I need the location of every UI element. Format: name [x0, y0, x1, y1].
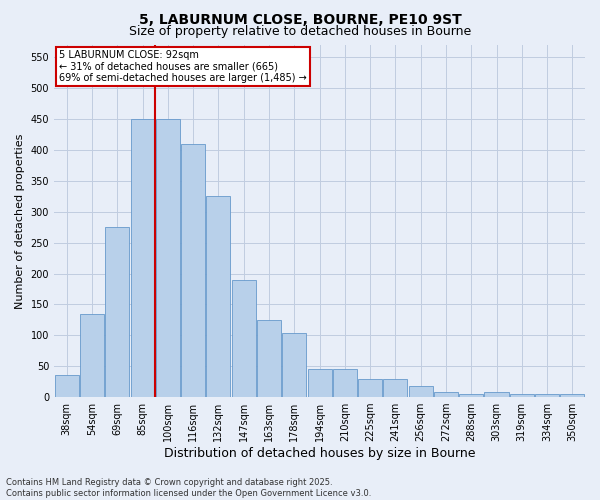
Text: 5, LABURNUM CLOSE, BOURNE, PE10 9ST: 5, LABURNUM CLOSE, BOURNE, PE10 9ST	[139, 12, 461, 26]
Bar	[80, 314, 104, 397]
Text: Contains HM Land Registry data © Crown copyright and database right 2025.
Contai: Contains HM Land Registry data © Crown c…	[6, 478, 371, 498]
Bar	[484, 392, 509, 397]
Bar	[282, 334, 306, 397]
Bar	[131, 119, 155, 397]
Bar	[105, 227, 129, 397]
Bar	[434, 392, 458, 397]
Y-axis label: Number of detached properties: Number of detached properties	[15, 134, 25, 308]
Bar	[257, 320, 281, 397]
Bar	[358, 378, 382, 397]
Bar	[459, 394, 483, 397]
Bar	[181, 144, 205, 397]
Bar	[156, 119, 180, 397]
Bar	[409, 386, 433, 397]
Bar	[560, 394, 584, 397]
Bar	[232, 280, 256, 397]
Bar	[535, 394, 559, 397]
Text: 5 LABURNUM CLOSE: 92sqm
← 31% of detached houses are smaller (665)
69% of semi-d: 5 LABURNUM CLOSE: 92sqm ← 31% of detache…	[59, 50, 307, 84]
Bar	[308, 370, 332, 397]
Bar	[55, 376, 79, 397]
Bar	[333, 370, 357, 397]
X-axis label: Distribution of detached houses by size in Bourne: Distribution of detached houses by size …	[164, 447, 475, 460]
Bar	[510, 394, 534, 397]
Text: Size of property relative to detached houses in Bourne: Size of property relative to detached ho…	[129, 25, 471, 38]
Bar	[206, 196, 230, 397]
Bar	[383, 378, 407, 397]
